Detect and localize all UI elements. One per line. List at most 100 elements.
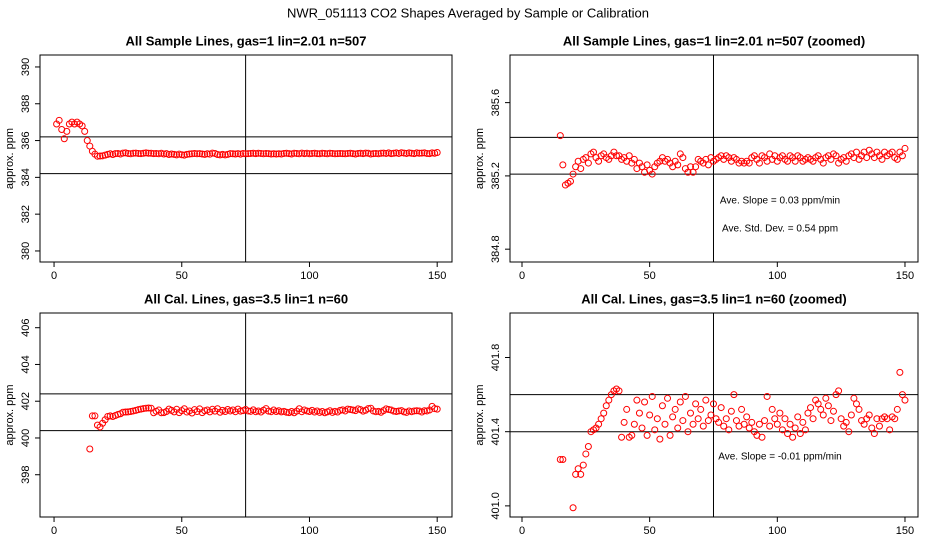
data-point [244, 150, 252, 158]
data-point [313, 150, 321, 158]
y-tick-label: 385.6 [490, 89, 502, 117]
data-point [602, 402, 610, 410]
data-point [689, 420, 697, 428]
data-point [277, 408, 285, 416]
y-tick-label: 401.4 [490, 418, 502, 446]
data-point [392, 408, 400, 416]
data-point [420, 407, 428, 415]
data-point [303, 149, 311, 157]
data-point [137, 405, 145, 413]
data-point [809, 415, 817, 423]
plot-frame [509, 54, 919, 263]
data-point [397, 149, 405, 157]
data-point [852, 148, 860, 156]
data-point [382, 149, 390, 157]
data-point [666, 431, 674, 439]
data-point [676, 398, 684, 406]
data-point [829, 407, 837, 415]
data-point [418, 149, 426, 157]
data-point [142, 149, 150, 157]
data-point [832, 152, 840, 160]
data-point [234, 150, 242, 158]
y-tick-label: 384.8 [490, 235, 502, 263]
data-point [898, 391, 906, 399]
data-point [865, 411, 873, 419]
data-point [165, 151, 173, 159]
data-point [745, 424, 753, 432]
data-point [681, 392, 689, 400]
data-point [316, 150, 324, 158]
x-tick-label: 0 [519, 525, 525, 537]
data-point [403, 149, 411, 157]
y-tick-label: 402 [20, 392, 32, 410]
data-point [114, 149, 122, 157]
data-point [817, 405, 825, 413]
data-point [600, 409, 608, 417]
data-point [582, 450, 590, 458]
data-point [743, 413, 751, 421]
data-point [814, 400, 822, 408]
data-point [152, 149, 160, 157]
data-point [390, 149, 398, 157]
data-point [704, 161, 712, 169]
data-point [351, 150, 359, 158]
data-point [784, 157, 792, 165]
panel-title: All Cal. Lines, gas=3.5 lin=1 n=60 (zoom… [581, 291, 847, 306]
x-tick-label: 150 [428, 270, 446, 282]
data-point [127, 408, 135, 416]
data-point [842, 157, 850, 165]
data-point [326, 149, 334, 157]
data-point [145, 404, 153, 412]
data-point [198, 150, 206, 158]
plot-frame [39, 54, 453, 263]
data-point [285, 150, 293, 158]
data-point [328, 149, 336, 157]
data-point [807, 404, 815, 412]
data-point [648, 392, 656, 400]
data-point [293, 149, 301, 157]
data-point [868, 424, 876, 432]
data-point [252, 150, 260, 158]
data-point [196, 150, 204, 158]
data-point [336, 406, 344, 414]
data-point [55, 116, 63, 124]
data-point [380, 149, 388, 157]
data-point [556, 456, 564, 464]
data-point [574, 465, 582, 473]
y-tick-label: 382 [20, 205, 32, 223]
data-point [582, 154, 590, 162]
data-point [208, 149, 216, 157]
data-point [824, 402, 832, 410]
data-point [740, 420, 748, 428]
data-point [643, 431, 651, 439]
x-tick-label: 100 [300, 270, 318, 282]
data-point [277, 150, 285, 158]
data-point [615, 387, 623, 395]
data-point [653, 415, 661, 423]
data-point [290, 149, 298, 157]
data-point [104, 150, 112, 158]
data-point [625, 152, 633, 160]
data-point [336, 149, 344, 157]
data-point [720, 422, 728, 430]
data-point [244, 407, 252, 415]
data-point [559, 456, 567, 464]
data-point [400, 149, 408, 157]
data-point [308, 149, 316, 157]
data-point [428, 149, 436, 157]
data-point [597, 415, 605, 423]
data-point [717, 404, 725, 412]
x-tick-label: 150 [896, 525, 914, 537]
data-point [845, 428, 853, 436]
data-point [132, 149, 140, 157]
x-tick-label: 0 [51, 525, 57, 537]
data-point [410, 407, 418, 415]
x-tick-label: 0 [51, 270, 57, 282]
data-point [855, 405, 863, 413]
annotation: Ave. Slope = 0.03 ppm/min [720, 196, 840, 207]
y-tick-label: 385.2 [490, 162, 502, 190]
data-point [819, 411, 827, 419]
data-point [873, 415, 881, 423]
data-point [684, 168, 692, 176]
